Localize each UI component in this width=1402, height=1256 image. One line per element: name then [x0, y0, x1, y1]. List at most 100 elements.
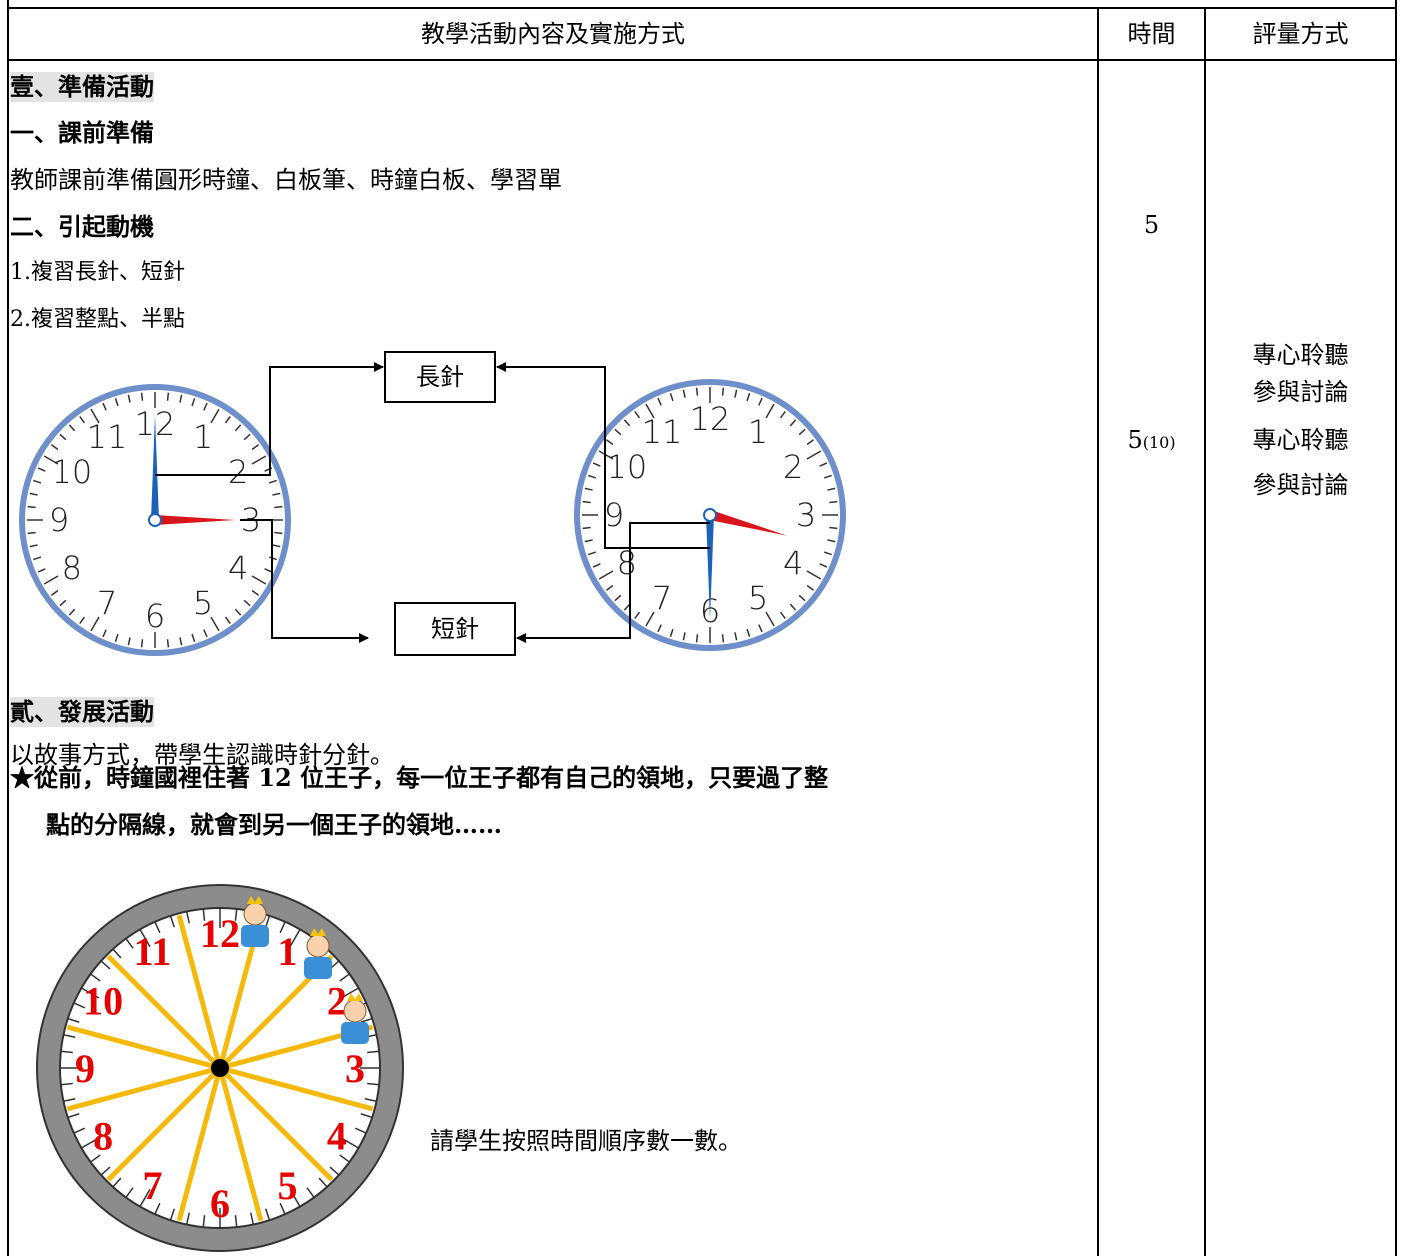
clock-tick	[360, 1113, 373, 1119]
prince-crown	[247, 896, 263, 904]
clock-tick	[67, 1017, 80, 1023]
clock-tick	[73, 1127, 86, 1134]
clock-number: 6	[210, 1181, 230, 1226]
clock-tick	[746, 393, 751, 402]
clock-tick	[51, 444, 59, 451]
prince-crown	[310, 928, 326, 936]
clock-tick	[806, 584, 814, 591]
clock-tick	[584, 487, 593, 491]
assessment: 專心聆聽	[1252, 341, 1349, 369]
intro-text: 以故事方式，帶學生認識時針分針。	[10, 741, 394, 769]
clock-tick	[289, 1188, 301, 1207]
clock-tick	[154, 921, 161, 934]
clock-tick	[169, 915, 175, 928]
territory-line	[176, 1067, 223, 1222]
clock-tick	[202, 908, 206, 921]
clock-number: 3	[796, 496, 816, 534]
clock-tick	[798, 594, 806, 602]
clock-tick	[746, 628, 751, 637]
clock-tick	[340, 987, 359, 999]
clock-tick	[645, 403, 655, 419]
clock-tick	[765, 611, 775, 627]
clock-tick	[140, 392, 144, 401]
clock-tick	[251, 455, 267, 465]
prince-head	[306, 934, 330, 958]
clock-number: 7	[143, 1163, 163, 1208]
clock-tick	[125, 1187, 134, 1198]
clock-tick	[59, 433, 67, 441]
clock-number: 2	[783, 448, 803, 486]
time: 5(10)	[1098, 425, 1205, 458]
minute-hand	[151, 415, 159, 520]
clock-tick	[306, 1187, 315, 1198]
clock-tick	[268, 479, 277, 484]
clock-tick	[243, 433, 251, 441]
clock-number: 8	[617, 544, 637, 582]
clock-tick	[272, 544, 281, 548]
clock-tick	[634, 411, 641, 419]
clock-tick	[798, 428, 806, 436]
clock-number: 9	[604, 496, 624, 534]
clock-tick	[789, 419, 797, 427]
clock-tick	[645, 611, 655, 627]
clock-tick	[592, 462, 601, 467]
clock-tick	[806, 570, 822, 580]
territory-line	[66, 1065, 221, 1112]
prince-body	[241, 925, 269, 947]
clock-tick	[79, 416, 86, 424]
clock-tick	[789, 603, 797, 611]
clock-tick	[582, 526, 591, 530]
clock-tick	[37, 568, 46, 573]
clock-tick	[127, 637, 131, 646]
clock-tick	[60, 1082, 73, 1086]
assessment: 參與討論	[1252, 471, 1349, 499]
clock-tick	[67, 1113, 80, 1119]
clock-tick	[827, 487, 836, 491]
clock-tick	[584, 539, 593, 543]
clock-number: 1	[193, 418, 213, 456]
territory-line	[176, 914, 223, 1069]
assessment: 參與討論	[1252, 378, 1349, 406]
clock-tick	[114, 398, 119, 407]
clock-tick	[823, 474, 832, 479]
clock-number: 12	[200, 911, 240, 956]
clock-tick	[90, 973, 101, 982]
prince-body	[341, 1022, 369, 1044]
clock-tick	[657, 397, 662, 406]
clock-number: 1	[748, 413, 768, 451]
clock-pivot	[211, 1059, 229, 1077]
hour-hand	[708, 510, 788, 536]
clock-tick	[203, 402, 208, 411]
clock-number: 5	[278, 1163, 298, 1208]
clock-tick	[127, 394, 131, 403]
clock-tick	[51, 589, 59, 596]
clock-number: 8	[93, 1114, 113, 1159]
clock-tick	[582, 500, 591, 504]
clock-diagrams: 1212345678910111212345678910111212345678…	[19, 379, 846, 1252]
clock-tick	[191, 398, 196, 407]
section-heading: 壹、準備活動	[10, 72, 154, 102]
clock-tick	[289, 929, 301, 948]
clock-tick	[60, 1050, 73, 1054]
clock-tick	[140, 639, 144, 648]
clock-tick	[81, 1137, 100, 1149]
clock-tick	[29, 544, 38, 548]
clock-tick	[73, 1002, 86, 1009]
clock-tick	[251, 575, 267, 585]
clock-tick	[623, 603, 631, 611]
clock-tick	[79, 616, 86, 624]
clock-tick	[234, 908, 238, 921]
prince-crown	[347, 993, 363, 1001]
clock-tick	[234, 1215, 238, 1228]
clock-tick	[203, 629, 208, 638]
clock-tick	[90, 408, 100, 424]
clock-tick	[166, 639, 170, 648]
clock-tick	[329, 1166, 340, 1176]
clock-tick	[114, 633, 119, 642]
hour-hand	[155, 515, 235, 525]
clock-number: 11	[642, 413, 683, 451]
clock-tick	[251, 589, 259, 596]
clock-tick	[90, 1154, 101, 1163]
clock-tick	[279, 921, 286, 934]
clock-tick	[765, 403, 775, 419]
